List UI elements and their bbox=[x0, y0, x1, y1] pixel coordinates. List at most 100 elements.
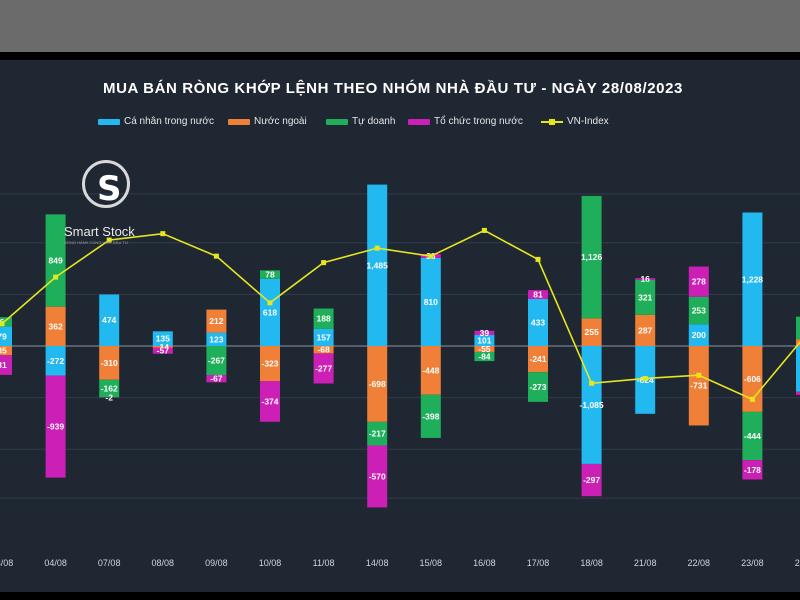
data-label-0-0: 79 bbox=[0, 331, 7, 341]
bar-2-8 bbox=[420, 394, 441, 438]
data-label-2-5: 78 bbox=[265, 270, 275, 280]
bar-3-1 bbox=[45, 375, 66, 478]
vn-index-point-0 bbox=[0, 321, 5, 327]
data-label-0-6: 157 bbox=[317, 332, 331, 342]
data-label-2-14: -444 bbox=[744, 431, 761, 441]
bar-1-3 bbox=[152, 346, 173, 348]
data-label-0-13: 200 bbox=[692, 330, 706, 340]
bar-3-3 bbox=[152, 347, 173, 354]
bar-1-7 bbox=[367, 346, 388, 422]
bar-0-14 bbox=[742, 212, 763, 346]
bar-1-1 bbox=[45, 306, 66, 346]
data-label-0-10: 433 bbox=[531, 317, 545, 327]
data-label-2-12: 321 bbox=[638, 292, 652, 302]
bar-2-13 bbox=[688, 296, 709, 325]
bar-3-13 bbox=[688, 266, 709, 297]
data-label-1-13: -731 bbox=[690, 381, 707, 391]
data-label-2-2: -162 bbox=[101, 384, 118, 394]
bar-0-6 bbox=[313, 328, 334, 346]
x-tick-6: 11/08 bbox=[313, 558, 335, 568]
bar-2-5 bbox=[260, 270, 280, 279]
chart-title: MUA BÁN RÒNG KHỚP LỆNH THEO NHÓM NHÀ ĐẦU… bbox=[103, 80, 683, 97]
data-label-1-5: -323 bbox=[261, 359, 278, 369]
x-tick-13: 22/08 bbox=[688, 558, 711, 568]
bar-0-5 bbox=[260, 278, 280, 346]
legend-item-tu-doanh[interactable]: Tự doanh bbox=[326, 116, 395, 127]
legend-label-to-chuc: Tổ chức trong nước bbox=[434, 116, 523, 127]
bar-3-11 bbox=[581, 463, 602, 497]
data-label-2-10: -273 bbox=[529, 382, 546, 392]
chart-panel bbox=[0, 60, 800, 592]
data-label-1-9: -55 bbox=[478, 344, 491, 354]
vn-index-point-9 bbox=[481, 227, 487, 233]
legend-label-vn-index: VN-Index bbox=[567, 116, 609, 127]
vn-index-point-8 bbox=[428, 253, 434, 259]
bar-1-13 bbox=[688, 346, 709, 426]
data-label-1-2: -310 bbox=[101, 358, 118, 368]
data-label-3-11: -297 bbox=[583, 475, 600, 485]
data-label-2-9: -84 bbox=[478, 352, 491, 362]
bar-2-12 bbox=[635, 279, 656, 315]
lightbulb-icon bbox=[82, 160, 130, 208]
data-label-3-10: 81 bbox=[533, 290, 543, 300]
data-label-3-14: -178 bbox=[744, 465, 761, 475]
bar-3-12 bbox=[635, 278, 656, 280]
vn-index-point-5 bbox=[267, 300, 273, 306]
data-label-1-0: 85 bbox=[0, 346, 7, 356]
x-tick-14: 23/08 bbox=[741, 558, 764, 568]
bar-1-0 bbox=[0, 346, 12, 356]
bar-3-10 bbox=[528, 290, 548, 299]
data-label-2-1: 849 bbox=[49, 256, 63, 266]
x-tick-5: 10/08 bbox=[259, 558, 282, 568]
data-label-3-6: -277 bbox=[315, 363, 332, 373]
data-label-0-1: -272 bbox=[47, 356, 64, 366]
data-label-1-4: 212 bbox=[209, 316, 223, 326]
bar-0-9 bbox=[474, 335, 495, 346]
data-label-2-7: -217 bbox=[369, 429, 386, 439]
legend-item-nuoc-ngoai[interactable]: Nước ngoài bbox=[228, 116, 307, 127]
x-tick-11: 18/08 bbox=[580, 558, 603, 568]
data-label-2-6: 188 bbox=[317, 314, 331, 324]
data-label-0-5: 618 bbox=[263, 307, 277, 317]
bar-1-14 bbox=[742, 346, 763, 412]
data-label-2-11: 1,126 bbox=[581, 252, 603, 262]
legend-item-to-chuc[interactable]: Tổ chức trong nước bbox=[408, 116, 523, 127]
bar-2-0 bbox=[0, 317, 12, 327]
data-label-0-4: 123 bbox=[209, 334, 223, 344]
data-label-0-9: 101 bbox=[477, 336, 491, 346]
bar-0-10 bbox=[528, 298, 548, 346]
data-label-0-7: 1,485 bbox=[367, 260, 389, 270]
data-label-0-2: 474 bbox=[102, 315, 116, 325]
data-label-3-13: 278 bbox=[692, 277, 706, 287]
bar-3-4 bbox=[206, 375, 227, 383]
x-tick-3: 08/08 bbox=[152, 558, 175, 568]
data-label-1-6: -68 bbox=[317, 345, 330, 355]
x-tick-8: 15/08 bbox=[420, 558, 443, 568]
legend-label-nuoc-ngoai: Nước ngoài bbox=[254, 116, 307, 127]
x-tick-15: 24/08 bbox=[795, 558, 800, 568]
bar-2-6 bbox=[313, 308, 334, 329]
x-tick-4: 09/08 bbox=[205, 558, 228, 568]
bar-1-15 bbox=[796, 339, 800, 346]
data-label-3-9: 39 bbox=[480, 328, 490, 338]
bar-2-11 bbox=[581, 195, 602, 319]
bar-3-9 bbox=[474, 330, 495, 336]
data-label-3-3: -57 bbox=[157, 346, 170, 356]
bar-0-13 bbox=[688, 324, 709, 346]
legend-item-ca-nhan[interactable]: Cá nhân trong nước bbox=[98, 116, 214, 127]
data-label-1-7: -698 bbox=[369, 379, 386, 389]
data-label-2-8: -398 bbox=[422, 411, 439, 421]
window-top-band bbox=[0, 0, 800, 52]
data-label-0-14: 1,228 bbox=[742, 274, 764, 284]
bar-1-9 bbox=[474, 346, 495, 352]
bar-3-5 bbox=[260, 381, 280, 422]
data-label-0-11: -1,085 bbox=[580, 400, 604, 410]
legend-item-vn-index[interactable]: VN-Index bbox=[541, 116, 609, 127]
legend-swatch-to-chuc bbox=[408, 118, 430, 125]
bar-0-0 bbox=[0, 326, 12, 346]
legend-swatch-tu-doanh bbox=[326, 118, 348, 125]
data-label-1-8: -448 bbox=[422, 365, 439, 375]
legend-label-tu-doanh: Tự doanh bbox=[352, 116, 396, 127]
bar-0-4 bbox=[206, 332, 227, 346]
data-label-2-4: -267 bbox=[208, 356, 225, 366]
